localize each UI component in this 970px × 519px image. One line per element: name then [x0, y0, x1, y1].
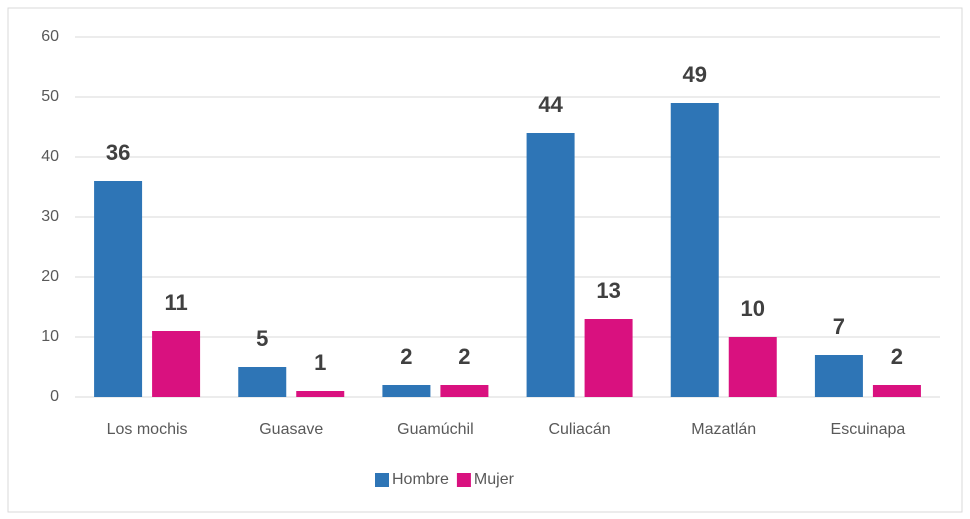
y-tick-label: 40: [41, 148, 59, 165]
bar: [296, 391, 345, 397]
value-label: 2: [400, 344, 412, 369]
chart-frame: [7, 7, 963, 513]
x-tick-label: Los mochis: [107, 421, 188, 438]
value-label: 13: [596, 278, 620, 303]
x-tick-label: Guamúchil: [397, 421, 473, 438]
bar: [670, 103, 719, 397]
bar: [584, 319, 633, 397]
bar: [526, 133, 575, 397]
y-tick-label: 50: [41, 88, 59, 105]
y-tick-label: 60: [41, 28, 59, 45]
y-tick-label: 20: [41, 268, 59, 285]
legend-swatch: [456, 473, 471, 487]
bar: [872, 385, 921, 397]
legend-label: Mujer: [474, 471, 515, 488]
bar: [94, 181, 143, 397]
bar: [728, 337, 777, 397]
legend-label: Hombre: [392, 471, 449, 488]
value-label: 5: [256, 326, 268, 351]
legend-swatch: [375, 473, 389, 487]
x-tick-label: Escuinapa: [831, 421, 906, 438]
value-label: 1: [314, 350, 326, 375]
bar: [152, 331, 201, 397]
x-tick-label: Mazatlán: [691, 421, 756, 438]
bar: [382, 385, 431, 397]
bar: [440, 385, 489, 397]
value-label: 2: [458, 344, 470, 369]
y-tick-label: 10: [41, 328, 59, 345]
y-tick-label: 0: [50, 388, 59, 405]
x-tick-label: Guasave: [259, 421, 323, 438]
bar: [814, 355, 863, 397]
value-label: 10: [741, 296, 765, 321]
x-tick-label: Culiacán: [548, 421, 610, 438]
value-label: 49: [683, 62, 707, 87]
value-label: 11: [164, 290, 187, 315]
bar: [238, 367, 287, 397]
y-tick-label: 30: [41, 208, 59, 225]
value-label: 36: [106, 140, 130, 165]
value-label: 44: [538, 92, 563, 117]
value-label: 7: [833, 314, 845, 339]
value-label: 2: [891, 344, 903, 369]
